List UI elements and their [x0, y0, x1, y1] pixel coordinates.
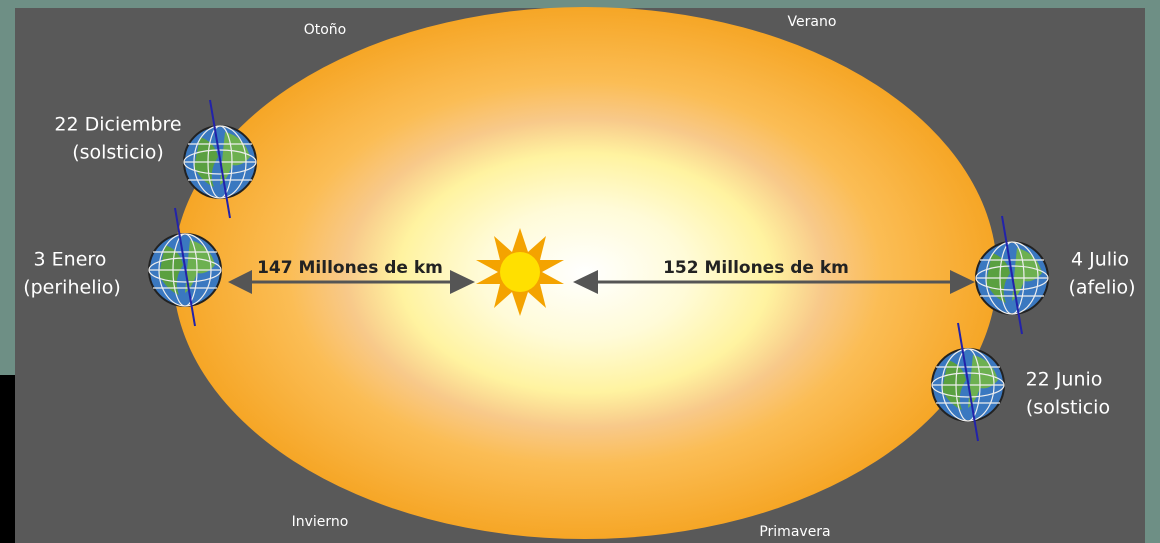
note-label: (perihelio) — [23, 277, 121, 299]
date-label: 3 Enero — [34, 249, 107, 271]
note-label: (solsticio — [1026, 397, 1110, 419]
orbit — [173, 7, 997, 539]
season-label: Invierno — [292, 514, 349, 530]
season-label: Otoño — [304, 22, 347, 38]
arrow-perihelion — [228, 270, 475, 294]
season-label: Verano — [788, 14, 837, 30]
slide-edge — [0, 375, 15, 543]
date-label: 4 Julio — [1071, 249, 1129, 271]
date-label: 22 Diciembre — [54, 114, 181, 136]
distance-label: 147 Millones de km — [257, 258, 443, 278]
sun — [476, 228, 564, 316]
season-label: Primavera — [759, 524, 830, 540]
note-label: (solsticio) — [72, 142, 164, 164]
date-label: 22 Junio — [1026, 369, 1103, 391]
distance-label: 152 Millones de km — [663, 258, 849, 278]
arrow-aphelion — [573, 270, 975, 294]
note-label: (afelio) — [1068, 277, 1135, 299]
